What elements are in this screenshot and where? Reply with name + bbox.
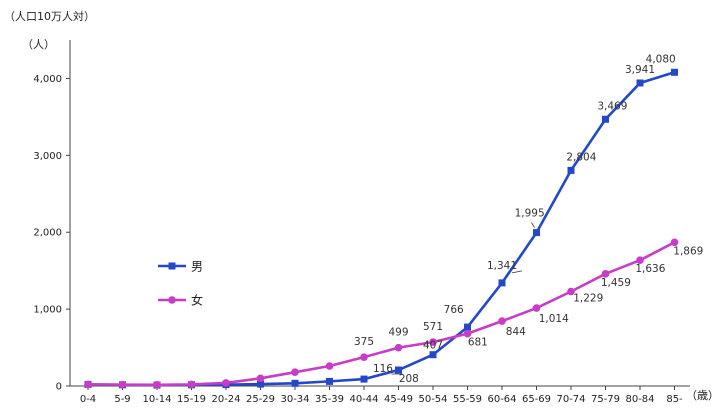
series-point <box>325 362 334 370</box>
series-point <box>670 238 679 247</box>
y-tick-label: 2,000 <box>33 228 62 239</box>
x-tick-label: 65-69 <box>522 394 551 405</box>
series-point <box>429 351 437 359</box>
unit-note: （人口10万人対） <box>4 10 95 23</box>
x-tick-label: 15-19 <box>177 394 206 405</box>
data-label: 844 <box>506 326 526 338</box>
y-tick-label: 3,000 <box>33 151 62 162</box>
x-tick-label: 5-9 <box>114 394 130 405</box>
x-tick-label: 40-44 <box>349 394 378 405</box>
data-label: 1,995 <box>515 208 545 220</box>
y-tick-label: 0 <box>56 382 62 393</box>
y-tick-label: 1,000 <box>33 305 62 316</box>
data-label: 4,080 <box>646 53 676 65</box>
series-point <box>395 366 402 374</box>
legend-marker <box>168 296 176 304</box>
series-point <box>567 166 575 174</box>
data-label: 1,636 <box>635 263 665 275</box>
series-point <box>291 379 299 387</box>
series-point <box>84 380 92 389</box>
x-tick-label: 10-14 <box>142 394 171 405</box>
data-label: 571 <box>423 321 443 333</box>
series-point <box>257 380 264 388</box>
series-point <box>602 115 609 123</box>
data-label: 1,459 <box>601 277 631 289</box>
x-tick-label: 85- <box>666 394 683 405</box>
series-point <box>394 343 403 352</box>
series-point <box>326 377 333 385</box>
data-label: 208 <box>399 373 419 385</box>
legend-label: 女 <box>191 293 203 308</box>
series-point <box>153 381 161 389</box>
data-label: 1,869 <box>673 245 703 257</box>
y-tick-label: 4,000 <box>33 74 62 85</box>
series-point <box>291 368 299 376</box>
series-point <box>498 279 506 287</box>
series-point <box>601 270 610 278</box>
data-label: 407 <box>423 340 443 352</box>
data-label: 766 <box>444 304 464 316</box>
series-point <box>463 329 472 338</box>
x-tick-label: 55-59 <box>453 394 482 405</box>
x-tick-label: 75-79 <box>591 394 620 405</box>
data-label: 3,941 <box>625 64 655 76</box>
data-label: 1,229 <box>573 293 603 305</box>
x-tick-label: 0-4 <box>80 394 96 405</box>
series-point <box>636 79 644 87</box>
legend-marker <box>168 262 176 270</box>
data-label: 2,804 <box>566 151 596 163</box>
data-label: 499 <box>388 327 408 339</box>
series-point <box>567 287 575 296</box>
x-tick-label: 70-74 <box>556 394 585 405</box>
x-tick-label: 20-24 <box>211 394 240 405</box>
x-tick-label: 25-29 <box>246 394 275 405</box>
leader-line <box>531 222 535 228</box>
series-line-0 <box>87 71 675 387</box>
x-tick-label: 45-49 <box>384 394 413 405</box>
leader-line <box>511 270 523 274</box>
series-point <box>256 374 265 383</box>
x-axis-label: （歳） <box>686 389 716 402</box>
series-point <box>118 380 127 389</box>
series-point <box>360 375 368 383</box>
series-point <box>532 304 541 312</box>
x-tick-label: 80-84 <box>625 394 654 405</box>
x-tick-label: 35-39 <box>315 394 344 405</box>
series-point <box>222 379 230 387</box>
series-point <box>464 323 471 331</box>
series-point <box>498 317 506 325</box>
x-tick-label: 50-54 <box>418 394 447 405</box>
series-point <box>360 353 368 361</box>
x-tick-label: 60-64 <box>487 394 516 405</box>
data-label: 1,341 <box>487 260 517 272</box>
data-label: 116 <box>373 363 393 375</box>
series-point <box>429 338 437 346</box>
series-point <box>671 68 678 76</box>
data-label: 1,014 <box>539 313 569 325</box>
series-point <box>636 256 644 265</box>
data-label: 375 <box>354 336 374 348</box>
legend-label: 男 <box>191 260 203 274</box>
x-tick-label: 30-34 <box>280 394 309 405</box>
data-label: 3,469 <box>597 100 627 112</box>
series-point <box>533 229 540 237</box>
data-label: 681 <box>468 337 488 349</box>
y-axis-label: （人） <box>22 38 55 51</box>
series-point <box>187 380 196 389</box>
series-line-1 <box>87 241 676 387</box>
